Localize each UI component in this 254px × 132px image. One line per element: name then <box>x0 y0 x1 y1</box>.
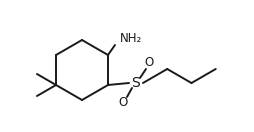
Text: O: O <box>144 56 154 70</box>
Text: O: O <box>118 96 128 110</box>
Text: S: S <box>132 76 140 90</box>
Text: NH₂: NH₂ <box>120 32 142 46</box>
